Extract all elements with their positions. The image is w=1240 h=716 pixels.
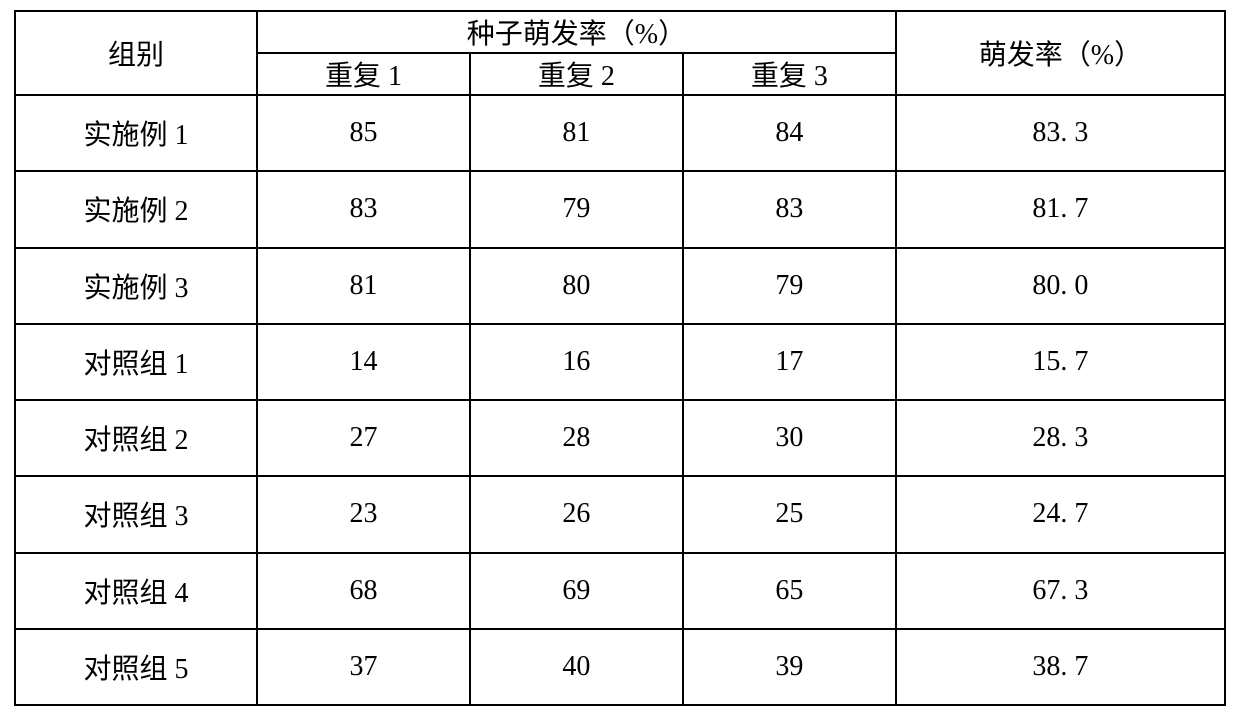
cell-avg: 80. 0 <box>896 248 1225 324</box>
cell-group: 实施例 3 <box>15 248 257 324</box>
cell-rep: 85 <box>257 95 470 171</box>
cell-rep: 79 <box>470 171 683 247</box>
cell-rep: 69 <box>470 553 683 629</box>
cell-rep: 81 <box>470 95 683 171</box>
cell-rep: 84 <box>683 95 896 171</box>
cell-rep: 17 <box>683 324 896 400</box>
cell-rep: 16 <box>470 324 683 400</box>
header-rep-1: 重复 1 <box>257 53 470 95</box>
cell-rep: 23 <box>257 476 470 552</box>
table-row: 对照组 5 37 40 39 38. 7 <box>15 629 1225 705</box>
table-header: 组别 种子萌发率（%） 萌发率（%） 重复 1 重复 2 重复 3 <box>15 11 1225 95</box>
cell-rep: 65 <box>683 553 896 629</box>
cell-rep: 83 <box>683 171 896 247</box>
table-row: 对照组 2 27 28 30 28. 3 <box>15 400 1225 476</box>
table-row: 实施例 1 85 81 84 83. 3 <box>15 95 1225 171</box>
cell-avg: 81. 7 <box>896 171 1225 247</box>
cell-rep: 39 <box>683 629 896 705</box>
cell-rep: 25 <box>683 476 896 552</box>
cell-group: 对照组 2 <box>15 400 257 476</box>
table-header-row-1: 组别 种子萌发率（%） 萌发率（%） <box>15 11 1225 53</box>
header-rep-3: 重复 3 <box>683 53 896 95</box>
table-row: 实施例 3 81 80 79 80. 0 <box>15 248 1225 324</box>
table-row: 实施例 2 83 79 83 81. 7 <box>15 171 1225 247</box>
cell-rep: 26 <box>470 476 683 552</box>
table-row: 对照组 3 23 26 25 24. 7 <box>15 476 1225 552</box>
table-wrapper: 组别 种子萌发率（%） 萌发率（%） 重复 1 重复 2 重复 3 实施例 1 … <box>0 0 1240 716</box>
table-body: 实施例 1 85 81 84 83. 3 实施例 2 83 79 83 81. … <box>15 95 1225 705</box>
germination-rate-table: 组别 种子萌发率（%） 萌发率（%） 重复 1 重复 2 重复 3 实施例 1 … <box>14 10 1226 706</box>
cell-rep: 14 <box>257 324 470 400</box>
cell-avg: 28. 3 <box>896 400 1225 476</box>
cell-rep: 80 <box>470 248 683 324</box>
cell-avg: 15. 7 <box>896 324 1225 400</box>
cell-group: 对照组 4 <box>15 553 257 629</box>
cell-group: 实施例 2 <box>15 171 257 247</box>
cell-group: 对照组 5 <box>15 629 257 705</box>
table-row: 对照组 4 68 69 65 67. 3 <box>15 553 1225 629</box>
cell-rep: 30 <box>683 400 896 476</box>
cell-rep: 37 <box>257 629 470 705</box>
cell-rep: 28 <box>470 400 683 476</box>
cell-rep: 83 <box>257 171 470 247</box>
header-seed-rate: 种子萌发率（%） <box>257 11 896 53</box>
cell-rep: 79 <box>683 248 896 324</box>
header-rep-2: 重复 2 <box>470 53 683 95</box>
cell-group: 对照组 3 <box>15 476 257 552</box>
cell-group: 对照组 1 <box>15 324 257 400</box>
table-row: 对照组 1 14 16 17 15. 7 <box>15 324 1225 400</box>
cell-rep: 27 <box>257 400 470 476</box>
cell-group: 实施例 1 <box>15 95 257 171</box>
cell-rep: 68 <box>257 553 470 629</box>
cell-avg: 67. 3 <box>896 553 1225 629</box>
header-avg-rate: 萌发率（%） <box>896 11 1225 95</box>
cell-avg: 83. 3 <box>896 95 1225 171</box>
cell-rep: 40 <box>470 629 683 705</box>
cell-avg: 38. 7 <box>896 629 1225 705</box>
cell-avg: 24. 7 <box>896 476 1225 552</box>
cell-rep: 81 <box>257 248 470 324</box>
header-group: 组别 <box>15 11 257 95</box>
